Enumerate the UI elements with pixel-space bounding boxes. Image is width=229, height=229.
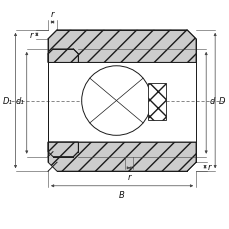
Polygon shape — [48, 142, 195, 172]
Text: D: D — [217, 97, 224, 106]
Text: B: B — [119, 190, 124, 199]
Circle shape — [81, 66, 151, 136]
Polygon shape — [48, 31, 195, 63]
Text: r: r — [127, 172, 130, 181]
Text: d₁: d₁ — [15, 97, 24, 106]
Text: r: r — [30, 31, 33, 40]
Text: r: r — [207, 163, 211, 172]
Text: D₁: D₁ — [3, 97, 12, 106]
Polygon shape — [48, 142, 78, 157]
Text: r: r — [51, 10, 54, 19]
Polygon shape — [48, 50, 78, 63]
Bar — [147, 83, 165, 120]
Text: d: d — [208, 97, 214, 106]
